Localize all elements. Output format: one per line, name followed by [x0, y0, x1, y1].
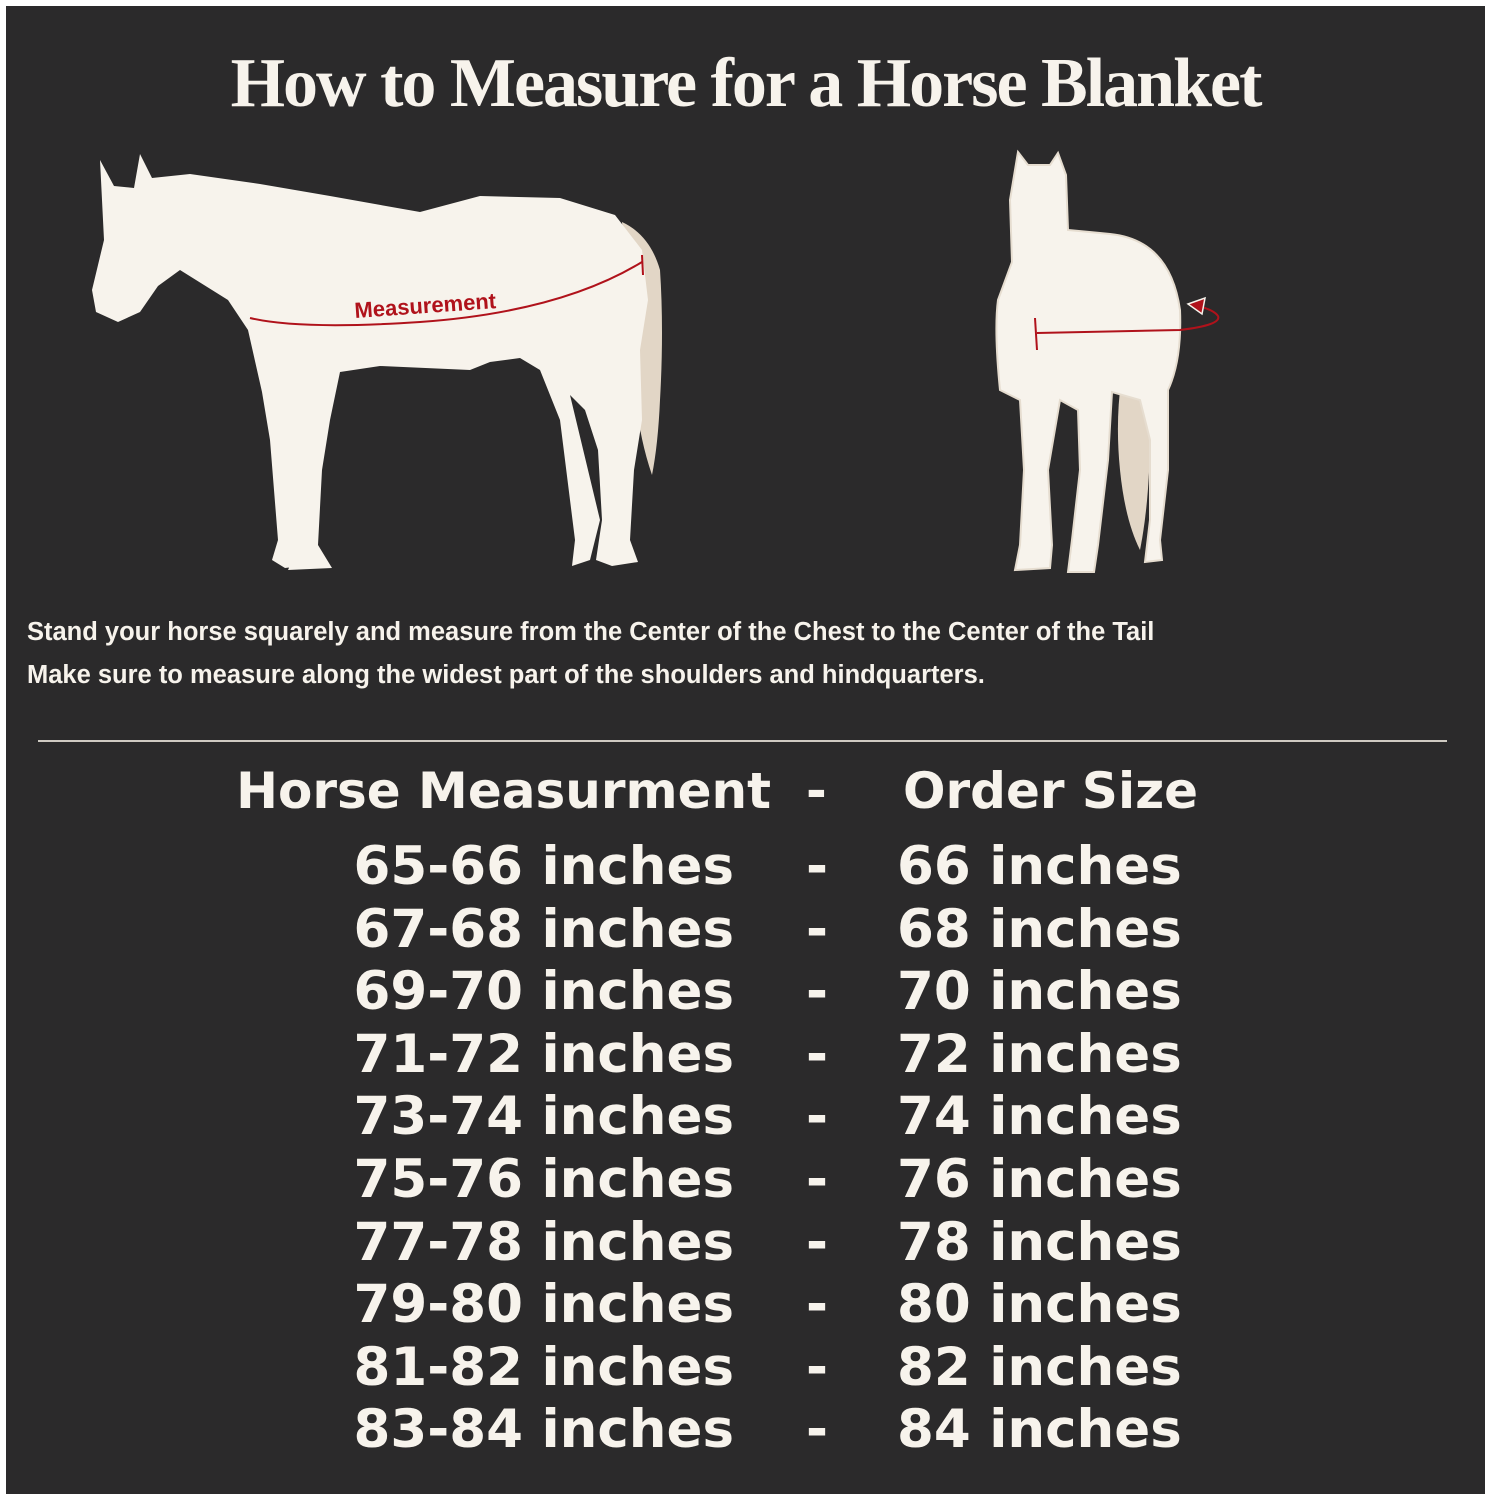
row-separator: -: [806, 1211, 828, 1273]
side-measurement-tick: [641, 254, 644, 276]
row-measurement: 71-72 inches: [353, 1023, 735, 1085]
table-row: 73-74 inches - 74 inches: [0, 1086, 1491, 1148]
table-row: 69-70 inches - 70 inches: [0, 961, 1491, 1023]
row-order-size: 82 inches: [897, 1336, 1182, 1398]
front-horse-tail: [1117, 375, 1150, 550]
row-measurement: 83-84 inches: [353, 1399, 735, 1461]
row-measurement: 67-68 inches: [353, 898, 735, 960]
front-measurement-line: [1036, 305, 1220, 334]
row-order-size: 84 inches: [897, 1399, 1182, 1461]
row-measurement: 65-66 inches: [353, 836, 735, 897]
row-order-size: 66 inches: [897, 836, 1182, 897]
row-separator: -: [806, 1149, 828, 1210]
table-row: 71-72 inches - 72 inches: [0, 1024, 1491, 1086]
row-separator: -: [806, 836, 828, 897]
side-measurement-line: [249, 261, 643, 327]
instruction-line-2: Make sure to measure along the widest pa…: [27, 661, 985, 689]
row-separator: -: [806, 1336, 828, 1398]
row-order-size: 74 inches: [897, 1086, 1182, 1148]
row-measurement: 73-74 inches: [353, 1086, 735, 1148]
header-separator: -: [806, 762, 827, 820]
table-row: 79-80 inches - 80 inches: [0, 1274, 1491, 1336]
horse-diagrams: Measurement: [92, 149, 1220, 573]
front-measurement-start-tick: [1034, 317, 1038, 351]
row-separator: -: [806, 1274, 828, 1336]
row-order-size: 72 inches: [897, 1023, 1182, 1085]
row-separator: -: [806, 1023, 828, 1085]
front-horse-body: [995, 149, 1182, 573]
size-table-header: Horse Measurment - Order Size: [0, 762, 1491, 824]
row-measurement: 69-70 inches: [353, 961, 735, 1023]
row-order-size: 80 inches: [897, 1274, 1182, 1336]
instruction-line-1: Stand your horse squarely and measure fr…: [27, 618, 1155, 646]
front-horse-illustration: [995, 149, 1220, 573]
row-order-size: 70 inches: [897, 961, 1182, 1023]
row-measurement: 81-82 inches: [353, 1336, 735, 1398]
row-measurement: 75-76 inches: [353, 1149, 735, 1210]
table-row: 75-76 inches - 76 inches: [0, 1149, 1491, 1211]
row-measurement: 79-80 inches: [353, 1274, 735, 1336]
table-row: 77-78 inches - 78 inches: [0, 1212, 1491, 1274]
row-separator: -: [806, 898, 828, 960]
row-separator: -: [806, 1086, 828, 1148]
row-measurement: 77-78 inches: [353, 1211, 735, 1273]
row-order-size: 78 inches: [897, 1211, 1182, 1273]
row-order-size: 76 inches: [897, 1149, 1182, 1210]
row-separator: -: [806, 961, 828, 1023]
table-row: 81-82 inches - 82 inches: [0, 1337, 1491, 1399]
row-order-size: 68 inches: [897, 898, 1182, 960]
arrow-icon: [1186, 296, 1206, 316]
side-horse-body: [92, 154, 648, 570]
side-horse-illustration: Measurement: [92, 154, 662, 570]
header-measurement: Horse Measurment: [236, 762, 771, 820]
page-title: How to Measure for a Horse Blanket: [230, 45, 1263, 122]
header-order-size: Order Size: [903, 762, 1199, 820]
table-row: 83-84 inches - 84 inches: [0, 1399, 1491, 1461]
row-separator: -: [806, 1399, 828, 1461]
table-row: 65-66 inches - 66 inches: [0, 836, 1491, 898]
divider: [38, 740, 1447, 742]
table-row: 67-68 inches - 68 inches: [0, 899, 1491, 961]
